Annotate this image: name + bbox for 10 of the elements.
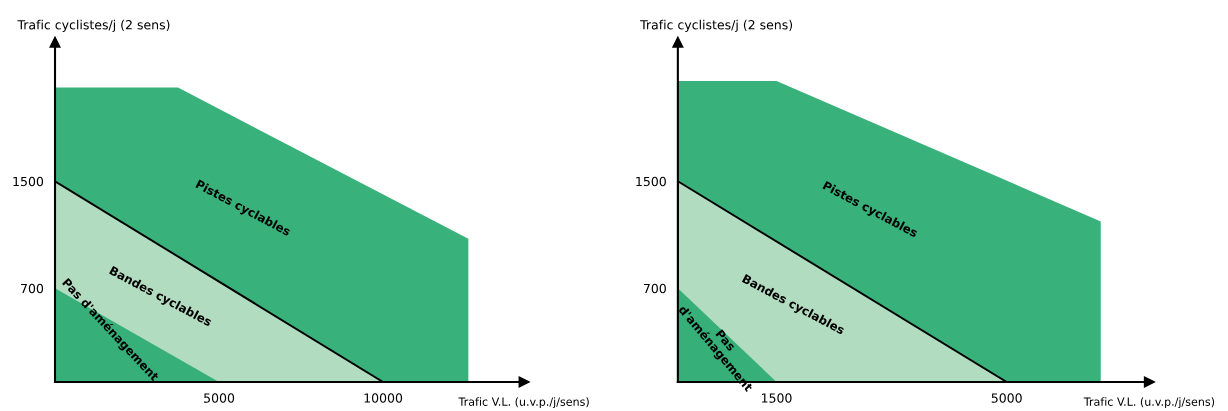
x-tick-label: 5000 bbox=[204, 393, 235, 403]
x-tick-label: 1500 bbox=[761, 393, 792, 403]
x-axis-title: Trafic V.L. (u.v.p./j/sens) bbox=[458, 397, 589, 409]
x-tick-label: 5000 bbox=[991, 393, 1022, 403]
y-axis-title: Trafic cyclistes/j (2 sens) bbox=[640, 19, 793, 32]
y-tick-label: 700 bbox=[643, 283, 666, 294]
y-axis-title: Trafic cyclistes/j (2 sens) bbox=[17, 19, 170, 32]
x-axis-title: Trafic V.L. (u.v.p./j/sens) bbox=[1083, 397, 1215, 409]
x-tick-label: 10000 bbox=[364, 393, 403, 403]
y-tick-label: 700 bbox=[21, 283, 44, 294]
